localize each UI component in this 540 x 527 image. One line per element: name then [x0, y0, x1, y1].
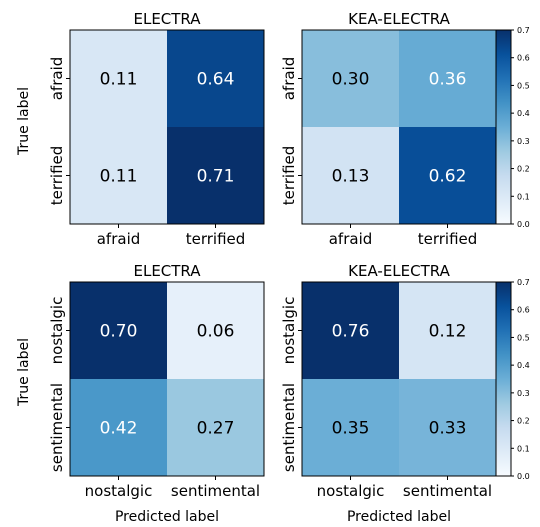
colorbar-tick-label: 0.5 — [517, 333, 530, 342]
x-tick-label: afraid — [329, 230, 373, 248]
heatmap-cell — [167, 30, 265, 128]
colorbar-tick-label: 0.7 — [517, 278, 530, 287]
colorbar-gradient — [495, 281, 512, 477]
x-axis-label-left: Predicted label — [115, 509, 219, 525]
cell-value-label: 0.64 — [197, 70, 235, 90]
heatmap-cell — [399, 282, 497, 380]
heatmap-cell — [302, 30, 400, 128]
colorbar-tick-label: 0.2 — [517, 165, 530, 174]
heatmap-cell — [302, 379, 400, 477]
x-tick-label: sentimental — [403, 482, 492, 500]
colorbar-tick-label: 0.0 — [517, 220, 530, 229]
cell-value-label: 0.12 — [429, 322, 467, 342]
colorbar-tick-label: 0.4 — [517, 109, 530, 118]
cell-value-label: 0.42 — [100, 419, 138, 439]
cell-value-label: 0.76 — [332, 322, 370, 342]
heatmap-cell — [70, 30, 168, 128]
cell-value-label: 0.11 — [100, 167, 138, 187]
colorbar: 0.0 0.1 0.2 0.3 0.4 0.5 0.6 0.7 — [495, 278, 530, 481]
heatmap-cell — [70, 379, 168, 477]
x-axis-label-right: Predicted label — [347, 509, 451, 525]
heatmap-panel-3: ELECTRA 0.70 0.06 0.42 0.27 nostalgic sentimen… — [48, 262, 265, 500]
colorbar: 0.0 0.1 0.2 0.3 0.4 0.5 0.6 0.7 — [495, 26, 530, 229]
cell-value-label: 0.62 — [429, 167, 467, 187]
colorbar-tick-label: 0.0 — [517, 472, 530, 481]
colorbar-tick-label: 0.7 — [517, 26, 530, 35]
colorbar-tick-label: 0.2 — [517, 417, 530, 426]
cell-value-label: 0.13 — [332, 167, 370, 187]
x-tick-label: nostalgic — [317, 482, 385, 500]
panel-title: ELECTRA — [133, 262, 201, 280]
colorbar-tick-label: 0.6 — [517, 54, 530, 63]
x-tick-label: terrified — [418, 230, 478, 248]
x-tick-label: terrified — [186, 230, 246, 248]
colorbar-tick-label: 0.4 — [517, 361, 530, 370]
y-axis-label-bottom: True label — [16, 338, 32, 407]
cell-value-label: 0.71 — [197, 167, 235, 187]
y-tick-label: nostalgic — [280, 297, 298, 365]
heatmap-cell — [70, 282, 168, 380]
colorbar-gradient — [495, 29, 512, 225]
y-axis-label-top: True label — [16, 87, 32, 156]
heatmap-cell — [167, 282, 265, 380]
x-tick-label: sentimental — [171, 482, 260, 500]
cell-value-label: 0.06 — [197, 322, 235, 342]
colorbar-tick-label: 0.6 — [517, 306, 530, 315]
heatmap-frame — [69, 281, 265, 477]
heatmap-cell — [302, 282, 400, 380]
y-tick-label: nostalgic — [48, 297, 66, 365]
cell-value-label: 0.33 — [429, 419, 467, 439]
cell-value-label: 0.11 — [100, 70, 138, 90]
y-tick-label: sentimental — [48, 383, 66, 472]
heatmap-panel-1: ELECTRA 0.11 0.64 0.11 0.71 afraid terrified af… — [48, 10, 265, 248]
colorbar-tick-label: 0.1 — [517, 444, 530, 453]
heatmap-panel-4: KEA-ELECTRA 0.76 0.12 0.35 0.33 nostalgic sent… — [280, 262, 530, 500]
heatmap-panel-2: KEA-ELECTRA 0.30 0.36 0.13 0.62 afraid terrifi… — [280, 10, 530, 248]
heatmap-cell — [302, 127, 400, 225]
heatmap-cell — [399, 30, 497, 128]
heatmap-cell — [399, 127, 497, 225]
cell-value-label: 0.36 — [429, 70, 467, 90]
y-tick-label: afraid — [48, 57, 66, 101]
heatmap-cell — [70, 127, 168, 225]
x-tick-label: nostalgic — [85, 482, 153, 500]
heatmap-frame — [69, 29, 265, 225]
panel-title: KEA-ELECTRA — [348, 262, 450, 280]
cell-value-label: 0.30 — [332, 70, 370, 90]
cell-value-label: 0.35 — [332, 419, 370, 439]
y-tick-label: terrified — [280, 146, 298, 206]
heatmap-cell — [167, 127, 265, 225]
colorbar-tick-label: 0.1 — [517, 192, 530, 201]
y-tick-label: terrified — [48, 146, 66, 206]
panel-title: KEA-ELECTRA — [348, 10, 450, 28]
heatmap-cell — [399, 379, 497, 477]
cell-value-label: 0.70 — [100, 322, 138, 342]
y-tick-label: afraid — [280, 57, 298, 101]
y-tick-label: sentimental — [280, 383, 298, 472]
heatmap-cell — [167, 379, 265, 477]
cell-value-label: 0.27 — [197, 419, 235, 439]
colorbar-tick-label: 0.3 — [517, 389, 530, 398]
x-tick-label: afraid — [97, 230, 141, 248]
panel-title: ELECTRA — [133, 10, 201, 28]
colorbar-tick-label: 0.3 — [517, 137, 530, 146]
colorbar-tick-label: 0.5 — [517, 81, 530, 90]
